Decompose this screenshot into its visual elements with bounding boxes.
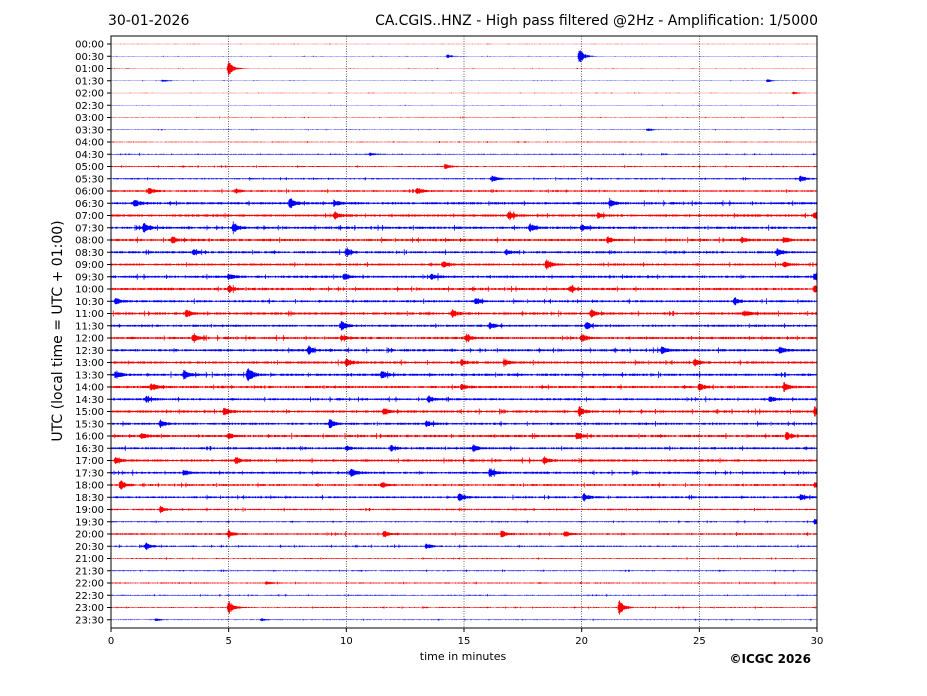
y-tick-label: 06:30	[75, 199, 104, 210]
trace-0230	[110, 104, 818, 106]
y-tick-label: 19:00	[75, 505, 104, 516]
y-tick-label: 18:00	[75, 481, 104, 492]
date-label: 30-01-2026	[108, 13, 189, 29]
y-tick-label: 03:30	[75, 125, 104, 136]
y-tick-label: 15:00	[75, 407, 104, 418]
y-tick-label: 22:30	[75, 591, 104, 602]
y-tick-label: 20:30	[75, 542, 104, 553]
y-tick-label: 12:00	[75, 334, 104, 345]
y-tick-label: 23:00	[75, 603, 104, 614]
trace-1700	[110, 456, 818, 465]
y-tick-label: 04:30	[75, 150, 104, 161]
y-tick-label: 14:00	[75, 383, 104, 394]
y-tick-label: 00:00	[75, 40, 104, 51]
x-tick-label: 5	[225, 636, 231, 647]
y-tick-label: 13:00	[75, 358, 104, 369]
y-tick-label: 10:30	[75, 297, 104, 308]
x-axis-label: time in minutes	[420, 650, 507, 663]
y-tick-label: 01:30	[75, 76, 104, 87]
y-tick-label: 10:00	[75, 285, 104, 296]
trace-layer	[110, 43, 818, 622]
trace-2300	[110, 600, 818, 615]
y-tick-label: 16:00	[75, 432, 104, 443]
y-tick-label: 21:30	[75, 566, 104, 577]
y-tick-label: 02:00	[75, 89, 104, 100]
y-tick-label: 08:00	[75, 236, 104, 247]
y-tick-label: 17:30	[75, 468, 104, 479]
y-tick-label: 07:00	[75, 211, 104, 222]
y-tick-label: 04:00	[75, 138, 104, 149]
y-tick-label: 01:00	[75, 64, 104, 75]
y-tick-label: 22:00	[75, 579, 104, 590]
y-tick-label: 15:30	[75, 419, 104, 430]
y-tick-label: 07:30	[75, 223, 104, 234]
y-tick-label: 23:30	[75, 615, 104, 626]
y-tick-label: 12:30	[75, 346, 104, 357]
trace-1730	[110, 468, 818, 478]
y-tick-label: 05:30	[75, 174, 104, 185]
x-tick-label: 0	[108, 636, 114, 647]
y-tick-label: 13:30	[75, 370, 104, 381]
trace-0730	[110, 221, 818, 235]
y-tick-label: 09:00	[75, 260, 104, 271]
y-tick-label: 19:30	[75, 517, 104, 528]
y-tick-label: 18:30	[75, 493, 104, 504]
y-tick-label: 11:30	[75, 321, 104, 332]
y-tick-label: 08:30	[75, 248, 104, 259]
y-tick-label: 14:30	[75, 395, 104, 406]
x-tick-label: 25	[693, 636, 706, 647]
y-tick-label: 20:00	[75, 530, 104, 541]
x-tick-label: 10	[340, 636, 353, 647]
y-tick-label: 11:00	[75, 309, 104, 320]
y-axis-label: UTC (local time = UTC + 01:00)	[50, 220, 66, 441]
trace-1630	[110, 444, 818, 453]
y-tick-label: 00:30	[75, 52, 104, 63]
x-tick-label: 15	[458, 636, 471, 647]
y-tick-label: 16:30	[75, 444, 104, 455]
chart-title: CA.CGIS..HNZ - High pass filtered @2Hz -…	[375, 13, 818, 29]
y-tick-label: 17:00	[75, 456, 104, 467]
x-tick-label: 30	[811, 636, 824, 647]
grid-layer	[228, 36, 700, 628]
y-tick-label: 03:00	[75, 113, 104, 124]
trace-0800	[110, 236, 818, 244]
y-tick-label: 06:00	[75, 187, 104, 198]
x-tick-label: 20	[575, 636, 588, 647]
x-axis: 0 5 10 15 20 25 30	[108, 628, 824, 647]
y-tick-label: 21:00	[75, 554, 104, 565]
copyright-label: ©ICGC 2026	[729, 652, 811, 666]
y-tick-label: 05:00	[75, 162, 104, 173]
y-tick-label: 09:30	[75, 272, 104, 283]
y-tick-label: 02:30	[75, 101, 104, 112]
